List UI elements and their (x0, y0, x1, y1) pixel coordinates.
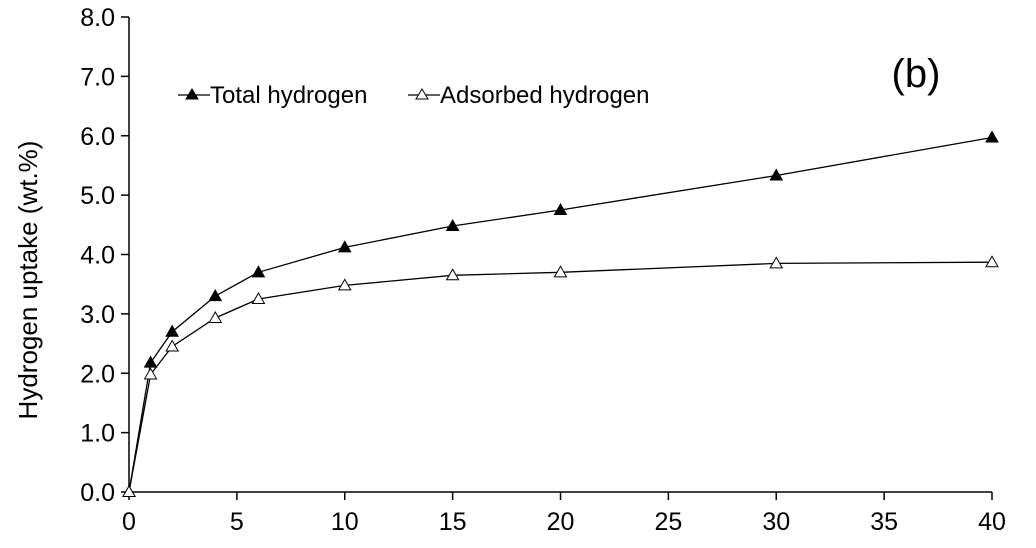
y-tick-label: 7.0 (80, 63, 115, 91)
legend-marker-adsorbed (415, 88, 429, 100)
data-point (769, 256, 784, 269)
series-line (128, 261, 993, 493)
x-tick-label: 40 (978, 508, 1006, 536)
x-tick-label: 30 (762, 508, 790, 536)
x-tick-label: 15 (439, 508, 467, 536)
data-point (251, 265, 266, 278)
x-tick-label: 5 (230, 508, 244, 536)
x-tick-label: 10 (331, 508, 359, 536)
y-tick-label: 2.0 (80, 360, 115, 388)
series-total-hydrogen (122, 130, 999, 497)
y-tick-label: 0.0 (80, 479, 115, 507)
data-point (251, 292, 266, 305)
data-point (208, 289, 223, 302)
y-tick-label: 1.0 (80, 420, 115, 448)
x-tick-label: 25 (654, 508, 682, 536)
data-point (165, 339, 180, 352)
data-point (985, 130, 999, 143)
data-point (143, 367, 158, 380)
data-point (143, 355, 158, 368)
legend-marker-total (185, 88, 199, 100)
x-tick-label: 20 (547, 508, 575, 536)
y-tick-label: 4.0 (80, 242, 115, 270)
data-point (553, 265, 568, 278)
data-point (122, 484, 136, 497)
y-tick-label: 5.0 (80, 182, 115, 210)
data-point (208, 311, 223, 324)
legend: Total hydrogen Adsorbed hydrogen (178, 82, 649, 109)
data-point (337, 240, 352, 253)
x-tick-label: 0 (122, 508, 136, 536)
axis-ticks: 0.0 1.0 2.0 3.0 4.0 5.0 6.0 7.0 8.0 0 5 10 15 20 25 30 3… (80, 4, 1006, 536)
data-point (445, 218, 460, 231)
panel-label: (b) (892, 52, 941, 96)
data-point (985, 255, 999, 268)
data-point (165, 324, 180, 337)
x-tick-label: 35 (870, 508, 898, 536)
legend-label-total: Total hydrogen (210, 82, 367, 109)
y-tick-label: 3.0 (80, 301, 115, 329)
y-tick-label: 8.0 (80, 4, 115, 32)
data-point (769, 168, 784, 181)
data-point (337, 278, 352, 291)
legend-label-adsorbed: Adsorbed hydrogen (440, 82, 649, 109)
data-point (445, 268, 460, 281)
y-axis-title: Hydrogen uptake (wt.%) (13, 141, 43, 420)
series-line (128, 136, 993, 493)
legend-item-adsorbed: Adsorbed hydrogen (408, 82, 649, 109)
legend-item-total: Total hydrogen (178, 82, 367, 109)
data-point (553, 202, 568, 215)
series-layer (122, 130, 999, 497)
y-tick-label: 6.0 (80, 123, 115, 151)
series-adsorbed-hydrogen (122, 255, 999, 497)
